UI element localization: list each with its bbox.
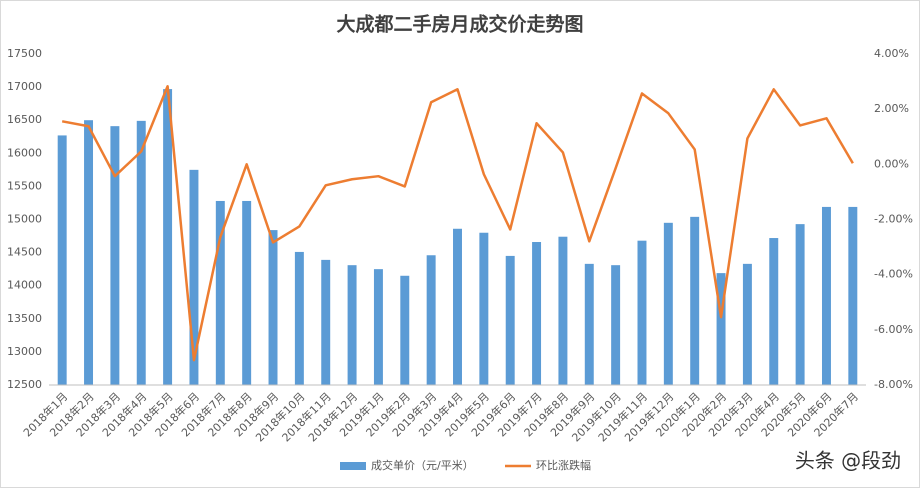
bar <box>110 126 120 386</box>
y-tick-label: 12500 <box>7 378 42 391</box>
bar <box>716 273 726 385</box>
bar <box>690 216 700 385</box>
legend-label: 环比涨跌幅 <box>536 458 591 472</box>
bar <box>848 206 858 385</box>
bar <box>57 135 67 385</box>
bar <box>769 238 779 385</box>
bar <box>479 232 489 385</box>
bar <box>215 200 225 385</box>
bar <box>663 222 673 385</box>
bar <box>795 224 805 385</box>
bar <box>611 265 621 385</box>
y-tick-label: 16500 <box>7 113 42 126</box>
bar <box>453 228 462 385</box>
watermark: 头条 @段劲 <box>795 449 901 473</box>
legend-label: 成交单价（元/平米） <box>371 458 474 472</box>
y-tick-label: 13000 <box>7 345 42 358</box>
bar <box>189 169 199 385</box>
y2-tick-label: 4.00% <box>874 47 909 60</box>
bar <box>268 230 278 385</box>
y-tick-label: 14500 <box>7 246 42 259</box>
y-tick-label: 16000 <box>7 146 42 159</box>
y2-tick-label: -8.00% <box>874 378 913 391</box>
bar <box>505 255 515 385</box>
bar <box>426 255 436 385</box>
bar <box>136 120 146 385</box>
bar <box>84 120 94 385</box>
bar <box>242 200 252 385</box>
bar <box>532 242 542 385</box>
chart-title: 大成都二手房月成交价走势图 <box>336 13 583 36</box>
y-tick-label: 15000 <box>7 213 42 226</box>
bar <box>373 269 383 385</box>
bar <box>584 263 594 385</box>
bar <box>400 275 410 385</box>
bar <box>558 236 568 385</box>
y2-tick-label: -4.00% <box>874 268 913 281</box>
bar <box>163 89 173 385</box>
y-tick-label: 15500 <box>7 179 42 192</box>
bar <box>347 265 357 385</box>
bar <box>294 251 304 385</box>
y2-tick-label: -2.00% <box>874 213 913 226</box>
y2-tick-label: -6.00% <box>874 323 913 336</box>
legend-swatch <box>340 462 366 470</box>
y-tick-label: 17000 <box>7 80 42 93</box>
y2-tick-label: 2.00% <box>874 102 909 115</box>
bar <box>742 263 752 385</box>
y-tick-label: 17500 <box>7 47 42 60</box>
bar <box>821 206 831 385</box>
y2-tick-label: 0.00% <box>874 157 909 170</box>
y-tick-label: 14000 <box>7 279 42 292</box>
y-tick-label: 13500 <box>7 312 42 325</box>
bar <box>637 240 647 385</box>
bar <box>321 259 331 385</box>
line <box>61 85 854 362</box>
